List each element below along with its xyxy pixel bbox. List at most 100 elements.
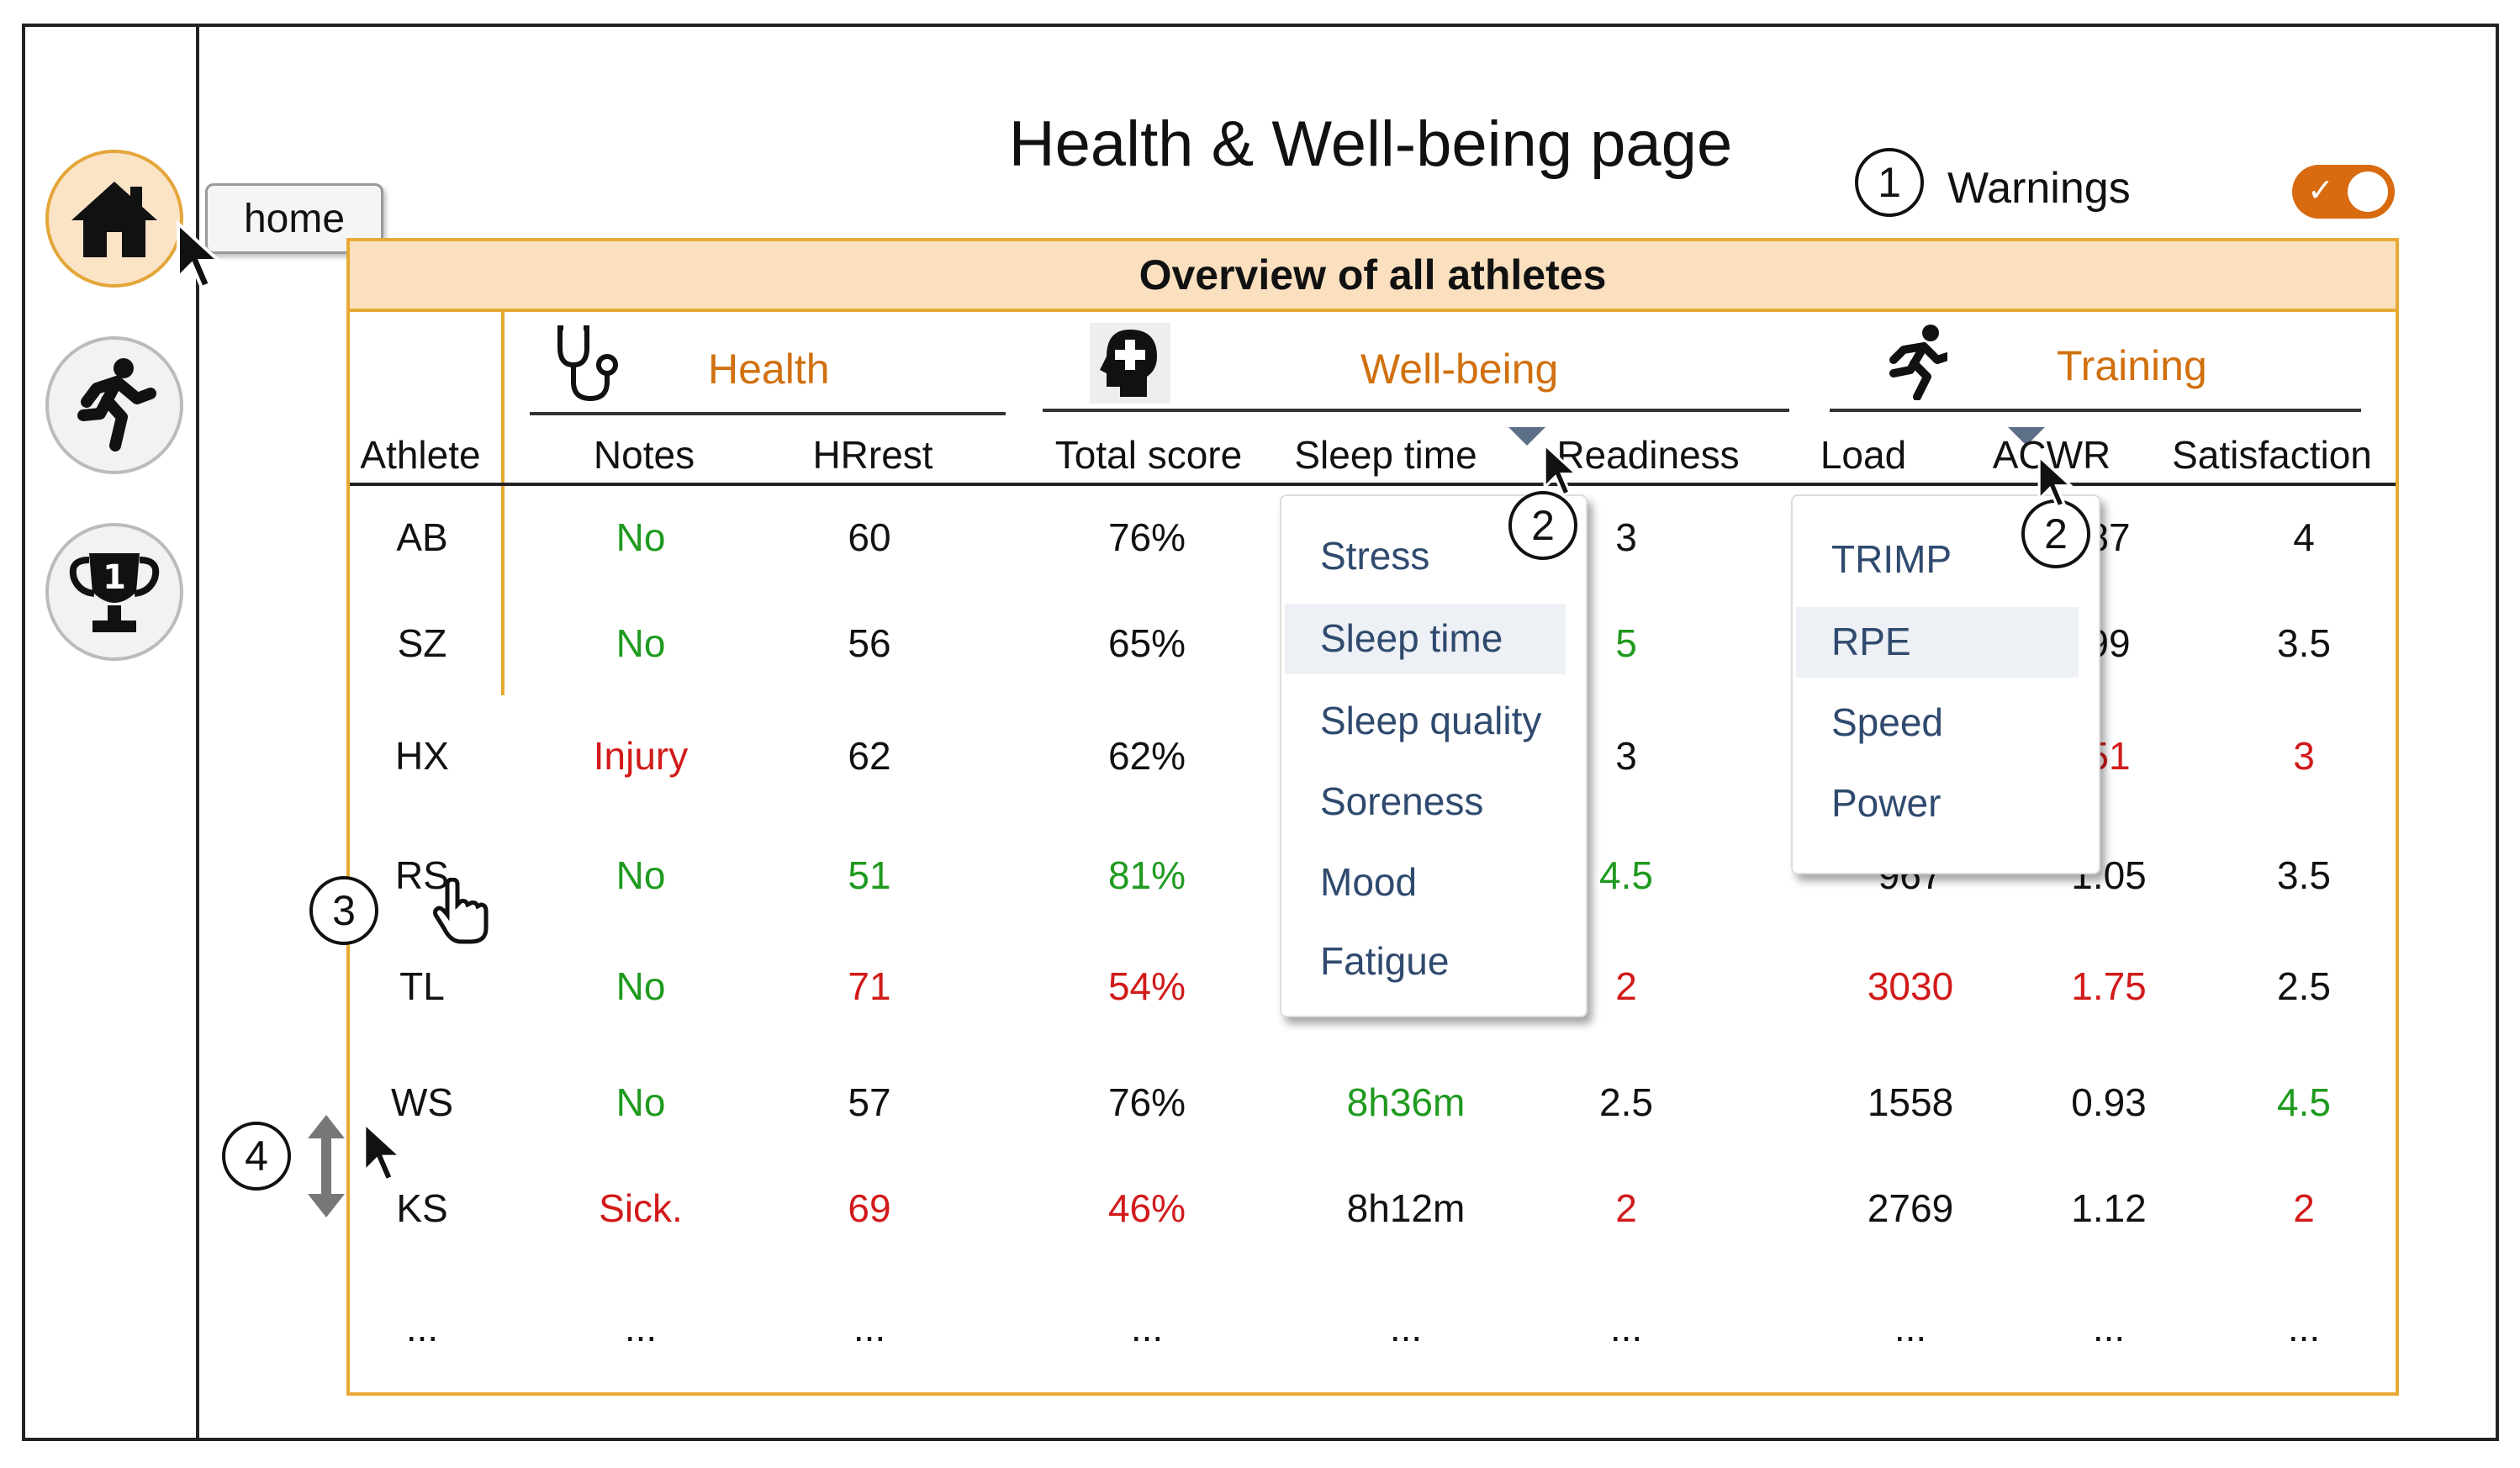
cell-athlete[interactable]: AB	[396, 515, 448, 559]
cell-athlete[interactable]: HX	[395, 734, 449, 778]
cell-acwr: 0.93	[2071, 1080, 2147, 1124]
col-notes[interactable]: Notes	[593, 433, 695, 477]
cell-athlete[interactable]: SZ	[397, 621, 447, 665]
wellbeing-metric-dropdown[interactable]: Stress Sleep time Sleep quality Soreness…	[1280, 494, 1588, 1017]
head-plus-icon	[1090, 323, 1170, 404]
cell-satisfaction: 4	[2293, 515, 2315, 559]
cell-readiness: 3	[1615, 734, 1637, 778]
cell-athlete[interactable]: RS	[395, 853, 449, 897]
cell-hrrest: 69	[848, 1186, 891, 1230]
cursor-icon	[177, 220, 222, 290]
cell-notes: Sick.	[599, 1186, 683, 1230]
col-hrrest[interactable]: HRrest	[812, 433, 933, 477]
dropdown-item-power[interactable]: Power	[1831, 781, 1942, 825]
cell-athlete[interactable]: KS	[396, 1186, 448, 1230]
warnings-toggle[interactable]: ✓	[2292, 165, 2395, 219]
training-metric-dropdown[interactable]: TRIMP RPE Speed Power	[1791, 494, 2100, 874]
sidebar-divider	[196, 24, 199, 1441]
cell-notes: No	[615, 964, 666, 1008]
cell-satisfaction: 2	[2293, 1186, 2315, 1230]
cell-acwr: 1.75	[2071, 964, 2147, 1008]
cell-total: 81%	[1107, 853, 1186, 897]
cell-hrrest: 71	[848, 964, 891, 1008]
callout-4: 4	[222, 1122, 291, 1191]
col-load[interactable]: Load	[1820, 433, 1907, 477]
col-sleep-time[interactable]: Sleep time	[1294, 433, 1477, 477]
cursor-icon	[362, 1120, 404, 1183]
cell-total: 54%	[1107, 964, 1186, 1008]
cursor-icon	[1543, 442, 1579, 497]
updown-arrow-icon[interactable]	[304, 1112, 348, 1221]
header-divider	[350, 483, 2396, 486]
cell-total: 62%	[1107, 734, 1186, 778]
dropdown-item-rpe[interactable]: RPE	[1831, 620, 1911, 663]
cell-acwr: 1.12	[2071, 1186, 2147, 1230]
dropdown-item-mood[interactable]: Mood	[1320, 860, 1418, 904]
cell-readiness: 2	[1615, 1186, 1637, 1230]
cell-satisfaction: 4.5	[2277, 1080, 2331, 1124]
cell-readiness: 3	[1615, 515, 1637, 559]
cell-load: 2769	[1867, 1186, 1954, 1230]
dropdown-item-fatigue[interactable]: Fatigue	[1320, 939, 1450, 983]
cell-acwr: ...	[2092, 1306, 2126, 1349]
cell-notes: Injury	[593, 734, 689, 778]
wellbeing-underline	[1043, 409, 1789, 412]
cell-sleep: ...	[1389, 1306, 1423, 1349]
cell-hrrest: 62	[848, 734, 891, 778]
stethoscope-icon	[557, 325, 618, 402]
sleep-time-dropdown-arrow[interactable]	[1508, 427, 1545, 446]
dropdown-selected-highlight	[1796, 607, 2079, 678]
cell-athlete[interactable]: ...	[405, 1306, 439, 1349]
acwr-dropdown-arrow[interactable]	[2008, 427, 2045, 446]
runner-icon	[77, 358, 156, 451]
col-satisfaction[interactable]: Satisfaction	[2172, 433, 2372, 477]
panel-title: Overview of all athletes	[350, 241, 2396, 312]
sprinter-icon	[1889, 325, 1947, 400]
cell-hrrest: 60	[848, 515, 891, 559]
group-training: Training	[2057, 342, 2207, 389]
overview-panel	[346, 238, 2399, 1396]
page-title: Health & Well-being page	[1008, 108, 1733, 180]
cell-satisfaction: 3	[2293, 734, 2315, 778]
cell-sleep: 8h36m	[1346, 1080, 1466, 1124]
cell-total: 65%	[1107, 621, 1186, 665]
group-health: Health	[708, 346, 830, 393]
cell-hrrest: 57	[848, 1080, 891, 1124]
dropdown-selected-highlight	[1285, 604, 1566, 674]
nav-athletes-button[interactable]	[45, 336, 183, 474]
app-frame	[22, 24, 2499, 1441]
cell-athlete[interactable]: WS	[390, 1080, 454, 1124]
cell-satisfaction: 2.5	[2277, 964, 2331, 1008]
nav-home-button[interactable]	[45, 150, 183, 288]
dropdown-item-stress[interactable]: Stress	[1320, 534, 1430, 578]
callout-2-wellbeing: 2	[1508, 491, 1577, 560]
cell-notes: No	[615, 515, 666, 559]
cell-notes: No	[615, 853, 666, 897]
dropdown-item-sleep-quality[interactable]: Sleep quality	[1320, 699, 1542, 742]
cell-readiness: 2.5	[1599, 1080, 1653, 1124]
cell-hrrest: 56	[848, 621, 891, 665]
toggle-knob	[2348, 172, 2388, 212]
cell-satisfaction: 3.5	[2277, 621, 2331, 665]
cell-readiness: 5	[1615, 621, 1637, 665]
dropdown-item-trimp[interactable]: TRIMP	[1831, 537, 1952, 581]
svg-text:1: 1	[103, 558, 126, 597]
col-athlete[interactable]: Athlete	[360, 433, 481, 477]
callout-1: 1	[1855, 148, 1924, 217]
cell-athlete[interactable]: TL	[399, 964, 445, 1008]
cursor-icon	[2037, 454, 2074, 509]
cell-sleep: 8h12m	[1346, 1186, 1466, 1230]
training-underline	[1830, 409, 2361, 412]
nav-trophy-button[interactable]: 1	[45, 523, 183, 661]
dropdown-item-speed[interactable]: Speed	[1831, 700, 1944, 744]
col-readiness[interactable]: Readiness	[1556, 433, 1740, 477]
home-icon	[71, 182, 157, 257]
cell-total: 76%	[1107, 515, 1186, 559]
dropdown-item-sleep-time[interactable]: Sleep time	[1320, 616, 1503, 660]
dropdown-item-soreness[interactable]: Soreness	[1320, 779, 1484, 823]
cell-total: 76%	[1107, 1080, 1186, 1124]
cell-load: 1558	[1867, 1080, 1954, 1124]
col-total-score[interactable]: Total score	[1054, 433, 1243, 477]
cell-hrrest: 51	[848, 853, 891, 897]
cell-load: 3030	[1867, 964, 1954, 1008]
